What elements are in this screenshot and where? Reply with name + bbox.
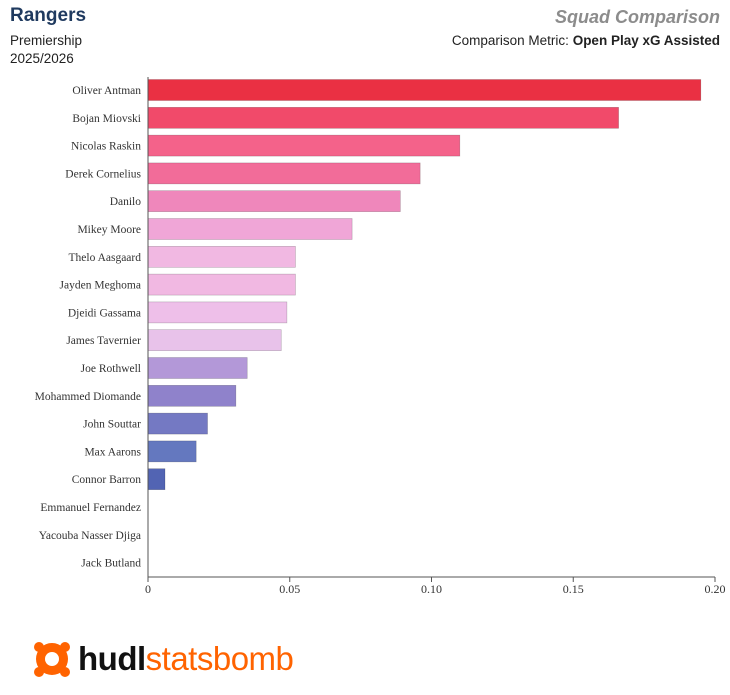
bar-bojan-miovski — [147, 107, 619, 129]
bar-joe-rothwell — [147, 357, 248, 379]
logo-statsbomb-text: statsbomb — [145, 640, 294, 677]
category-label: Thelo Aasgaard — [69, 252, 142, 264]
x-axis: 0 0.05 0.10 0.15 0.20 — [145, 77, 726, 596]
bar-james-tavernier — [147, 329, 282, 352]
bar-jayden-meghoma — [147, 273, 296, 296]
competition-name: Premiership — [10, 33, 83, 48]
bars-group — [147, 79, 702, 491]
x-tick-label: 0.20 — [705, 582, 726, 596]
category-label: Mohammed Diomande — [35, 391, 141, 403]
bar-thelo-aasgaard — [147, 246, 296, 268]
hudl-statsbomb-logo: hudl statsbomb — [30, 637, 294, 681]
category-label: Connor Barron — [72, 474, 142, 486]
category-label: Emmanuel Fernandez — [40, 502, 141, 514]
statsbomb-logo-icon — [34, 642, 70, 677]
bar-connor-barron — [147, 468, 166, 491]
bar-max-aarons — [147, 440, 197, 463]
category-label: Max Aarons — [84, 446, 141, 458]
bar-chart: Oliver Antman Bojan Miovski Nicolas Raskin… — [35, 77, 726, 596]
x-tick-label: 0.10 — [421, 582, 442, 596]
category-label: Joe Rothwell — [81, 363, 141, 375]
x-tick-label: 0.15 — [563, 582, 584, 596]
logo-hudl-text: hudl — [78, 640, 146, 677]
bar-john-souttar — [147, 412, 208, 435]
x-tick-label: 0.05 — [279, 582, 300, 596]
category-label: Jayden Meghoma — [60, 280, 141, 292]
category-label: Nicolas Raskin — [71, 141, 141, 153]
report-title: Squad Comparison — [554, 7, 720, 27]
bar-oliver-antman — [147, 79, 702, 101]
bar-mohammed-diomande — [147, 384, 237, 407]
category-label: Danilo — [110, 196, 142, 208]
category-label: Oliver Antman — [72, 85, 141, 97]
bar-mikey-moore — [147, 218, 353, 240]
category-label: Jack Butland — [81, 558, 141, 570]
category-labels: Oliver Antman Bojan Miovski Nicolas Raskin… — [35, 85, 142, 570]
comparison-metric: Comparison Metric: Open Play xG Assisted — [452, 33, 720, 48]
bar-danilo — [147, 190, 401, 212]
category-label: John Souttar — [83, 419, 141, 431]
bar-djeidi-gassama — [147, 301, 288, 324]
x-tick-label: 0 — [145, 582, 151, 596]
category-label: Yacouba Nasser Djiga — [39, 530, 141, 542]
category-label: Djeidi Gassama — [68, 307, 141, 319]
bar-derek-cornelius — [147, 162, 421, 185]
season-label: 2025/2026 — [10, 51, 74, 66]
bar-nicolas-raskin — [147, 134, 461, 157]
category-label: Derek Cornelius — [65, 168, 141, 180]
category-label: James Tavernier — [66, 335, 141, 347]
metric-label: Comparison Metric: — [451, 33, 569, 48]
metric-value: Open Play xG Assisted — [572, 33, 720, 48]
team-name: Rangers — [10, 5, 87, 26]
category-label: Bojan Miovski — [72, 113, 141, 125]
category-label: Mikey Moore — [77, 224, 141, 236]
